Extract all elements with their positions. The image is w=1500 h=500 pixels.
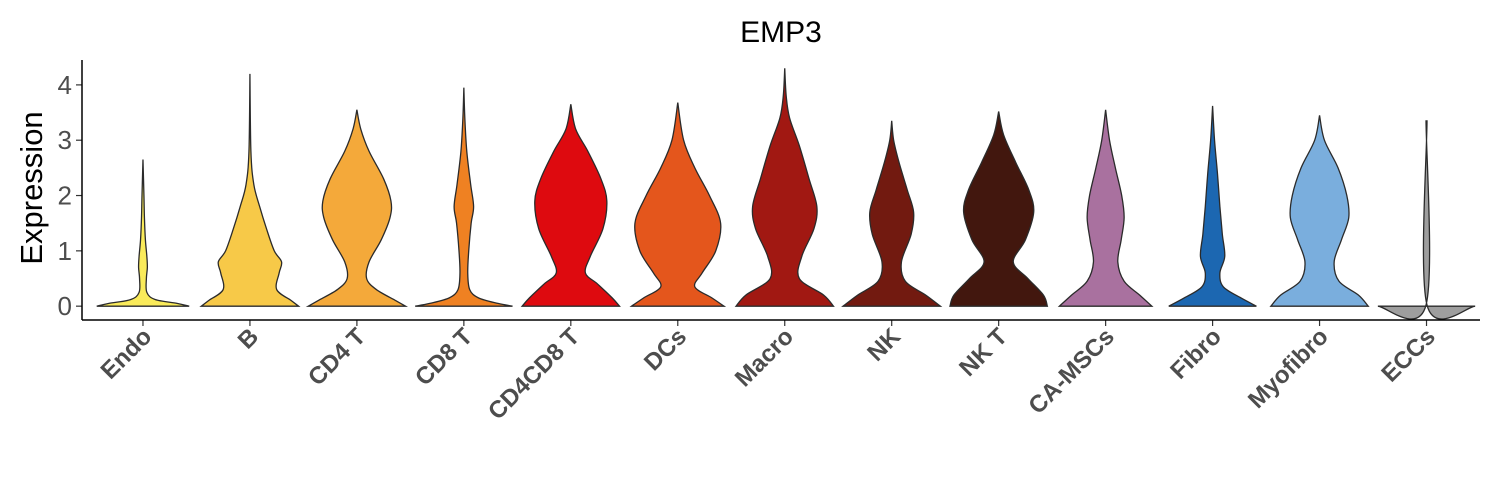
- violin-nk-t: [949, 111, 1049, 307]
- x-tick-label: CD8 T: [410, 323, 478, 391]
- x-tick-label: CA-MSCs: [1023, 323, 1119, 419]
- x-tick-label: NK T: [954, 323, 1013, 382]
- y-axis-label: Expression: [14, 111, 49, 264]
- x-tick-label: Endo: [96, 323, 158, 385]
- y-tick-label: 2: [58, 181, 72, 211]
- violin-myofibro: [1269, 115, 1370, 307]
- violin-eccs: [1377, 120, 1476, 320]
- x-tick-label: CD4CD8 T: [483, 323, 585, 425]
- chart-title: EMP3: [740, 16, 822, 49]
- x-tick-label: B: [233, 323, 264, 354]
- violin-cd4cd8-t: [520, 104, 621, 307]
- x-tick-label: Fibro: [1165, 323, 1227, 385]
- x-tick-label: Myofibro: [1243, 323, 1334, 414]
- violin-cd8-t: [415, 87, 513, 307]
- violin-b: [199, 73, 301, 307]
- y-tick-label: 3: [58, 125, 72, 155]
- y-axis-ticks: 0 1 2 3 4: [58, 70, 82, 321]
- violin-nk: [841, 120, 943, 307]
- y-tick-label: 4: [58, 70, 72, 100]
- violin-ca-mscs: [1057, 109, 1154, 307]
- x-axis-ticks: Endo B CD4 T CD8 T CD4CD8 T DCs Macro NK NK T CA-…: [96, 320, 1441, 425]
- y-tick-label: 1: [58, 236, 72, 266]
- x-tick-label: ECCs: [1376, 323, 1440, 387]
- violin-fibro: [1168, 105, 1257, 307]
- violin-macro: [734, 68, 835, 307]
- violin-endo: [96, 159, 190, 307]
- x-tick-label: CD4 T: [303, 323, 371, 391]
- violin-cd4-t: [305, 109, 409, 307]
- violin-group: [96, 68, 1476, 320]
- violin-dcs: [629, 102, 727, 307]
- x-tick-label: Macro: [730, 323, 799, 392]
- x-tick-label: NK: [862, 323, 906, 367]
- x-tick-label: DCs: [639, 323, 692, 376]
- y-tick-label: 0: [58, 291, 72, 321]
